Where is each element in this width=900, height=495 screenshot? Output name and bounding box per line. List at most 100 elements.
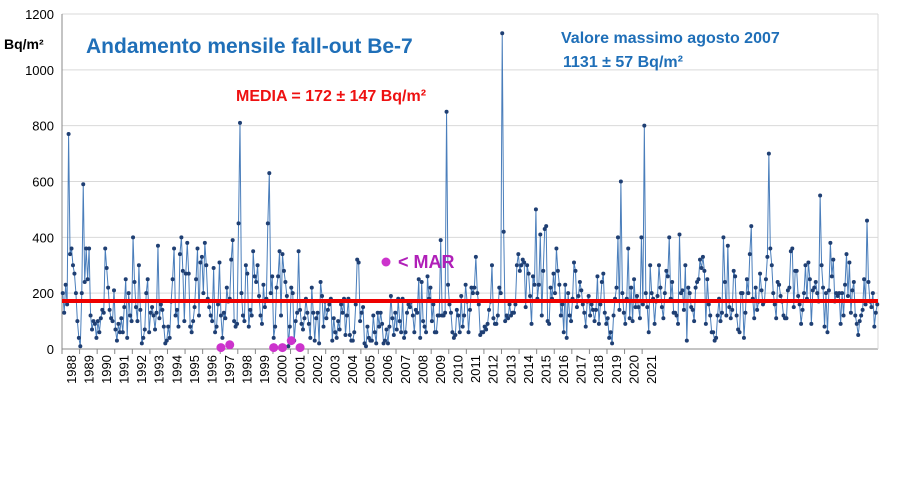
data-point bbox=[311, 310, 316, 315]
mar-point bbox=[286, 336, 296, 346]
data-point bbox=[208, 313, 213, 318]
data-point bbox=[371, 313, 376, 318]
data-point bbox=[699, 266, 704, 271]
data-point bbox=[425, 274, 430, 279]
x-tick-label: 1989 bbox=[81, 355, 96, 384]
data-point bbox=[569, 319, 574, 324]
data-point bbox=[444, 109, 449, 114]
mar-point bbox=[216, 343, 226, 353]
data-point bbox=[753, 285, 758, 290]
data-point bbox=[643, 291, 648, 296]
data-point bbox=[730, 307, 735, 312]
data-point bbox=[869, 305, 874, 310]
data-point bbox=[431, 302, 436, 307]
data-point bbox=[195, 246, 200, 251]
mar-points bbox=[216, 336, 305, 353]
data-point bbox=[388, 293, 393, 298]
data-point bbox=[845, 293, 850, 298]
data-point bbox=[501, 229, 506, 234]
data-point bbox=[766, 151, 771, 156]
data-point bbox=[148, 310, 153, 315]
data-point bbox=[164, 338, 169, 343]
data-point bbox=[262, 305, 267, 310]
data-point bbox=[623, 321, 628, 326]
data-point bbox=[765, 254, 770, 259]
data-point bbox=[519, 263, 524, 268]
x-tick-label: 2016 bbox=[556, 355, 571, 384]
data-point bbox=[339, 302, 344, 307]
data-point bbox=[65, 302, 70, 307]
data-point bbox=[797, 302, 802, 307]
data-point bbox=[385, 341, 390, 346]
data-point bbox=[809, 321, 814, 326]
y-tick-label: 1000 bbox=[25, 63, 54, 78]
data-point bbox=[841, 313, 846, 318]
x-tick-label: 2010 bbox=[451, 355, 466, 384]
data-point bbox=[532, 282, 537, 287]
data-point bbox=[516, 252, 521, 257]
data-point bbox=[151, 313, 156, 318]
data-point bbox=[459, 293, 464, 298]
data-point bbox=[397, 319, 402, 324]
data-point bbox=[126, 291, 131, 296]
data-point bbox=[557, 282, 562, 287]
data-point bbox=[526, 271, 531, 276]
data-point bbox=[173, 313, 178, 318]
data-point bbox=[302, 316, 307, 321]
data-point bbox=[870, 291, 875, 296]
data-point bbox=[825, 330, 830, 335]
data-point bbox=[129, 319, 134, 324]
data-point bbox=[747, 252, 752, 257]
data-point bbox=[60, 291, 65, 296]
data-point bbox=[399, 330, 404, 335]
y-tick-label: 800 bbox=[32, 119, 54, 134]
data-point bbox=[281, 268, 286, 273]
data-point bbox=[447, 302, 452, 307]
data-point bbox=[721, 235, 726, 240]
data-point bbox=[119, 316, 124, 321]
data-point bbox=[336, 319, 341, 324]
data-point bbox=[161, 324, 166, 329]
data-point bbox=[353, 302, 358, 307]
data-point bbox=[378, 310, 383, 315]
monthly-series-points bbox=[60, 31, 880, 349]
data-point bbox=[305, 310, 310, 315]
data-point bbox=[652, 321, 657, 326]
mar-point bbox=[225, 340, 235, 350]
data-point bbox=[850, 288, 855, 293]
data-point bbox=[437, 313, 442, 318]
data-point bbox=[722, 280, 727, 284]
data-point bbox=[393, 310, 398, 315]
data-point bbox=[299, 321, 304, 326]
data-point bbox=[78, 344, 83, 349]
data-point bbox=[211, 266, 216, 271]
data-point bbox=[320, 293, 325, 298]
data-point bbox=[500, 31, 505, 36]
data-point bbox=[221, 310, 226, 315]
data-point bbox=[132, 280, 137, 284]
data-point bbox=[468, 307, 472, 312]
data-point bbox=[147, 330, 152, 335]
data-point bbox=[615, 235, 620, 240]
data-point bbox=[769, 263, 774, 268]
data-point bbox=[844, 252, 849, 257]
data-point bbox=[236, 221, 241, 226]
data-point bbox=[796, 293, 801, 298]
data-point bbox=[176, 324, 181, 329]
data-point bbox=[865, 218, 870, 223]
data-point bbox=[75, 319, 80, 324]
data-point bbox=[69, 246, 74, 251]
data-point bbox=[848, 310, 853, 315]
data-point bbox=[361, 305, 366, 310]
data-point bbox=[733, 274, 738, 279]
data-point bbox=[741, 335, 746, 340]
data-point bbox=[182, 319, 187, 324]
data-point bbox=[166, 324, 171, 329]
data-point bbox=[153, 327, 158, 332]
data-point bbox=[154, 310, 159, 315]
data-point bbox=[630, 319, 635, 324]
data-point bbox=[784, 316, 789, 321]
data-point bbox=[819, 263, 824, 268]
data-point bbox=[123, 277, 128, 282]
